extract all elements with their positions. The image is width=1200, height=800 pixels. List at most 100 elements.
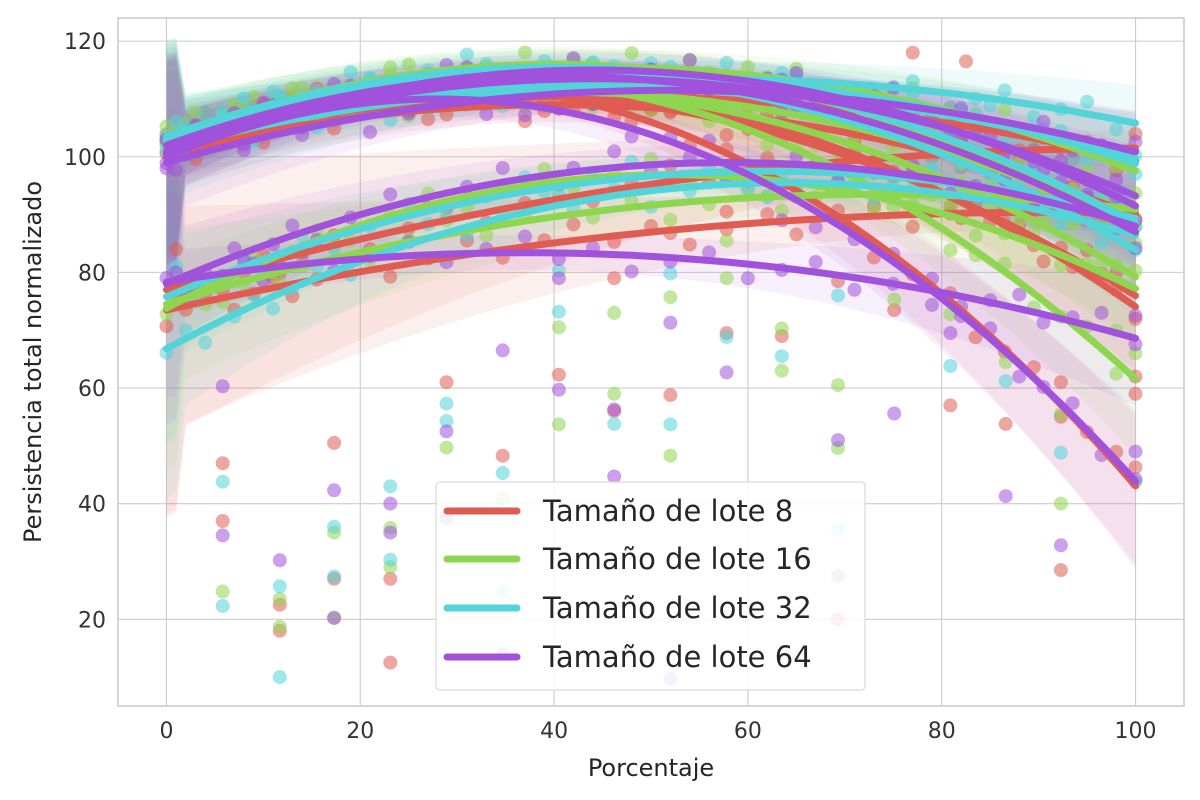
scatter-point [1128, 460, 1143, 475]
scatter-point [1053, 375, 1068, 390]
scatter-point [789, 227, 804, 242]
scatter-point [551, 304, 566, 319]
scatter-point [887, 406, 902, 421]
legend-label: Tamaño de lote 16 [542, 542, 812, 576]
scatter-point [1012, 369, 1027, 384]
scatter-point [439, 396, 454, 411]
plot-frame [117, 17, 1185, 707]
scatter-point [740, 271, 755, 286]
y-axis-label: Persistencia total normalizado [19, 181, 47, 543]
scatter-point [682, 237, 697, 252]
scatter-point [495, 161, 510, 175]
scatter-point [808, 220, 823, 235]
scatter-point [327, 569, 342, 584]
scatter-point [968, 228, 983, 243]
scatter-point [663, 448, 678, 463]
scatter-point [887, 303, 902, 317]
scatter-point [327, 611, 342, 626]
x-tick-label: 20 [346, 719, 374, 744]
scatter-point [495, 466, 510, 480]
scatter-point [383, 525, 398, 540]
scatter-point [997, 83, 1012, 98]
scatter-point [719, 128, 734, 143]
scatter-point [215, 514, 230, 528]
scatter-point [1080, 94, 1095, 109]
scatter-point [1065, 396, 1080, 411]
scatter-point [663, 388, 678, 402]
scatter-point [1012, 287, 1027, 302]
x-tick-label: 100 [1115, 719, 1157, 744]
scatter-point [343, 65, 358, 80]
scatter-point [719, 330, 734, 345]
scatter-point [607, 469, 622, 484]
scatter-point [887, 292, 902, 307]
scatter-point [479, 107, 494, 122]
scatter-point [624, 46, 639, 61]
scatter-point [439, 424, 454, 439]
scatter-point [237, 91, 251, 106]
scatter-point [905, 219, 920, 234]
scatter-point [295, 80, 310, 95]
scatter-point [607, 271, 622, 286]
x-tick-label: 0 [159, 719, 173, 744]
scatter-point [925, 297, 939, 312]
scatter-point [383, 655, 398, 670]
x-tick-label: 80 [928, 719, 956, 744]
scatter-point [607, 144, 622, 159]
scatter-point [551, 271, 566, 286]
scatter-point [831, 433, 845, 448]
scatter-point [1109, 366, 1124, 381]
x-tick-label: 40 [540, 719, 568, 744]
scatter-point [198, 335, 213, 350]
fit-curve [163, 86, 1139, 166]
y-tick-label: 100 [64, 146, 106, 171]
scatter-point [439, 375, 454, 390]
scatter-point [998, 489, 1013, 504]
scatter-point [285, 81, 300, 96]
scatter-point [383, 60, 398, 75]
scatter-point [327, 519, 342, 534]
scatter-point [831, 378, 845, 393]
scatter-point [624, 264, 639, 279]
scatter-point [1053, 496, 1068, 511]
scatter-point [327, 483, 342, 498]
scatter-point [266, 301, 281, 316]
x-axis-label: Porcentaje [588, 754, 714, 782]
scatter-point [459, 47, 474, 62]
scatter-point [1036, 315, 1051, 330]
scatter-point [285, 218, 300, 233]
scatter-point [439, 440, 454, 455]
scatter-point [215, 474, 230, 489]
scatter-point [831, 288, 845, 303]
scatter-point [774, 363, 789, 378]
scatter-point [383, 552, 398, 567]
scatter-point [943, 359, 958, 373]
fit-curves [163, 60, 1139, 490]
scatter-point [607, 402, 622, 417]
scatter-point [1036, 254, 1051, 269]
y-tick-label: 40 [78, 493, 106, 518]
scatter-point [159, 319, 174, 334]
scatter-point [215, 456, 230, 471]
legend-box [435, 481, 866, 691]
scatter-point [959, 54, 973, 69]
scatter-point [1036, 114, 1051, 129]
scatter-point [719, 55, 734, 70]
scatter-point [215, 528, 230, 543]
scatter-point [607, 386, 622, 401]
fit-curve [163, 179, 1139, 353]
scatter-point [272, 670, 287, 685]
scatter-point [663, 290, 678, 305]
scatter-point [847, 282, 862, 297]
fit-curve [163, 249, 1139, 342]
scatter-point [789, 65, 804, 80]
fit-curve [163, 159, 1139, 288]
scatter-point [551, 417, 566, 432]
fit-curve [163, 72, 1139, 236]
scatter-point [663, 417, 678, 432]
scatter-point [518, 229, 532, 244]
scatter-point [1053, 563, 1068, 578]
scatter-point [760, 207, 775, 222]
scatter-point [272, 553, 287, 568]
scatter-point [266, 84, 281, 99]
